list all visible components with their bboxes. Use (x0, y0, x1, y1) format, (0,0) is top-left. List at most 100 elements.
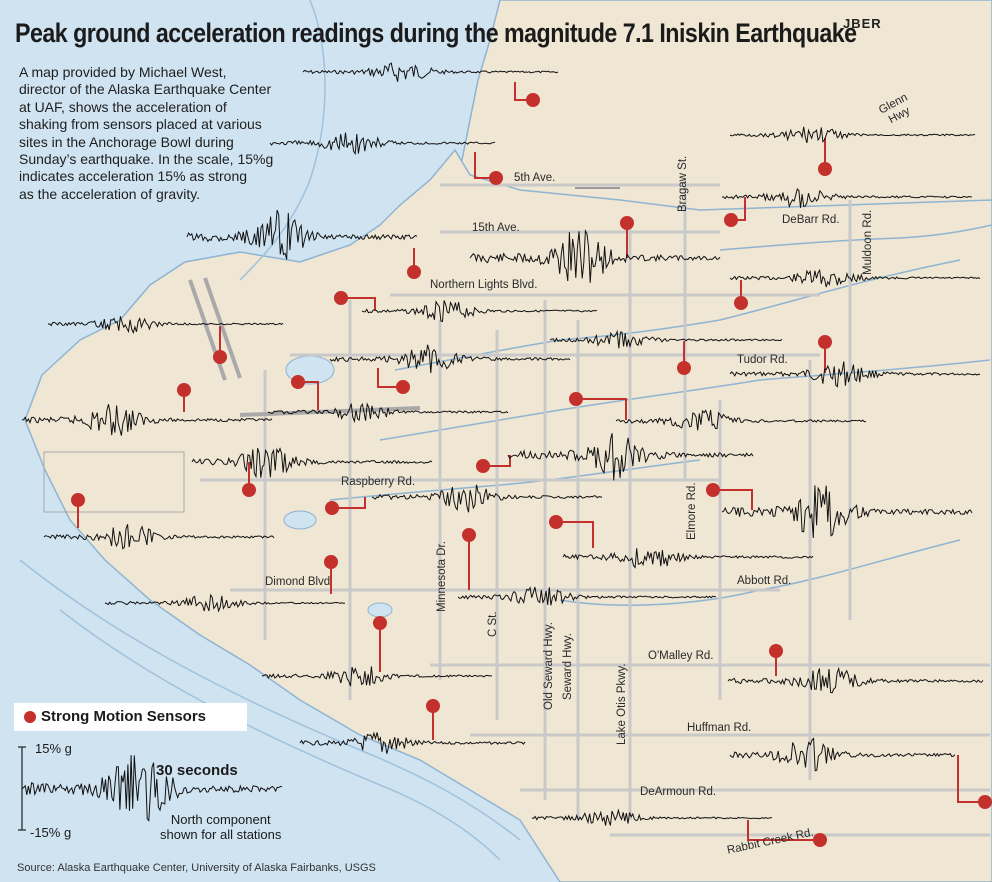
street-label-raspberry: Raspberry Rd. (341, 476, 416, 488)
sensor-leader (713, 489, 753, 510)
scale-bar (18, 746, 283, 831)
sensor-station (21, 383, 273, 436)
sensor-station (569, 392, 867, 431)
sensor-station (729, 268, 981, 310)
seismogram-trace (531, 808, 772, 826)
sensor-dot (706, 483, 720, 497)
sensor-dot (71, 493, 85, 507)
sensor-leader (377, 368, 403, 388)
sensor-leader (483, 455, 511, 467)
sensor-dot (476, 459, 490, 473)
seismogram-trace (191, 447, 433, 479)
seismogram-trace (329, 344, 571, 374)
seismogram-trace (722, 188, 973, 209)
sensor-station (302, 62, 559, 107)
sensor-leader (576, 398, 627, 420)
sensor-station (104, 555, 346, 613)
sensor-station (43, 493, 275, 550)
street-label-lake-otis: Lake Otis Pkwy. (616, 663, 628, 745)
seismogram-trace (469, 229, 721, 283)
sensor-dot (677, 361, 691, 375)
sensor-station (334, 291, 598, 323)
intro-line: at UAF, shows the acceleration of (19, 98, 227, 115)
source-credit: Source: Alaska Earthquake Center, Univer… (17, 862, 376, 874)
sensor-dot (724, 213, 738, 227)
street-label-huffman: Huffman Rd. (687, 722, 752, 734)
street-label-dimond: Dimond Blvd (265, 576, 331, 588)
seismogram-trace (269, 132, 496, 156)
sensor-station (729, 737, 992, 809)
intro-line: indicates acceleration 15% as strong (19, 168, 248, 185)
sensor-leader (747, 820, 820, 841)
seismogram-trace (727, 666, 984, 694)
street-label-northern-lights: Northern Lights Blvd. (430, 279, 538, 291)
seismogram-trace (562, 548, 814, 569)
scale-low-label: -15% g (30, 825, 72, 840)
intro-line: sites in the Anchorage Bowl during (19, 133, 234, 150)
seismogram-trace (729, 737, 956, 772)
seismogram-trace (43, 524, 275, 550)
street-label-muldoon: Muldoon Rd. (862, 209, 874, 275)
sensor-legend-icon (24, 711, 36, 723)
street-label-bragaw: Bragaw St. (677, 155, 689, 212)
street-label-old-seward: Old Seward Hwy. (543, 622, 555, 710)
scale-trace (21, 755, 283, 822)
intro-text: A map provided by Michael West, director… (19, 64, 274, 203)
seismogram-trace (549, 329, 783, 349)
sensor-station (729, 335, 981, 388)
seismogram-trace (21, 404, 273, 436)
seismogram-trace (457, 586, 717, 606)
street-label-omalley: O'Malley Rd. (648, 650, 714, 662)
land-main (24, 148, 992, 882)
jber-label: JBER (843, 16, 882, 31)
sensor-leader (957, 755, 985, 803)
sensor-station (722, 188, 973, 227)
street-label-abbott: Abbott Rd. (737, 575, 792, 587)
street-label-tudor: Tudor Rd. (737, 354, 788, 366)
sensor-station (267, 375, 509, 424)
sensor-leader (341, 297, 376, 310)
scale-note: North component shown for all stations (160, 812, 281, 842)
street-label-15th-ave: 15th Ave. (472, 222, 520, 234)
sensor-station (729, 126, 976, 176)
intro-line: as the acceleration of gravity. (19, 185, 201, 202)
sensor-station (706, 483, 973, 539)
street-label-c-st: C St. (487, 611, 499, 637)
sensor-dot (426, 699, 440, 713)
street-label-seward: Seward Hwy. (562, 633, 574, 700)
sensor-dot (769, 644, 783, 658)
sensor-dot (569, 392, 583, 406)
seismogram-trace (104, 593, 346, 613)
seismogram-trace (371, 484, 603, 513)
sensor-station (727, 644, 984, 694)
seismogram-trace (729, 361, 981, 388)
scale-note-line: North component (170, 812, 271, 827)
legend-label: Strong Motion Sensors (41, 708, 206, 725)
sensor-station (47, 316, 284, 364)
sensor-dot (407, 265, 421, 279)
mudflats (19, 0, 521, 861)
sensor-station (329, 344, 571, 394)
seismogram-trace (47, 316, 284, 335)
sensor-station (325, 484, 603, 515)
seismogram-trace (261, 666, 493, 687)
sensor-dot (324, 555, 338, 569)
sensor-dot (213, 350, 227, 364)
sensor-station (476, 433, 754, 481)
sensor-station (261, 616, 493, 687)
sensor-dot (334, 291, 348, 305)
legend: Strong Motion Sensors (14, 703, 247, 731)
street-label-dearmoun: DeArmoun Rd. (640, 786, 717, 798)
sensor-dot (978, 795, 992, 809)
sensor-dot (526, 93, 540, 107)
seismogram-trace (267, 402, 509, 424)
sensor-dot (462, 528, 476, 542)
sensor-station (269, 132, 503, 185)
street-label-elmore: Elmore Rd. (686, 482, 698, 540)
sensor-dot (325, 501, 339, 515)
scale-note-line: shown for all stations (160, 827, 282, 842)
sensor-dot (291, 375, 305, 389)
sensor-dot (818, 162, 832, 176)
